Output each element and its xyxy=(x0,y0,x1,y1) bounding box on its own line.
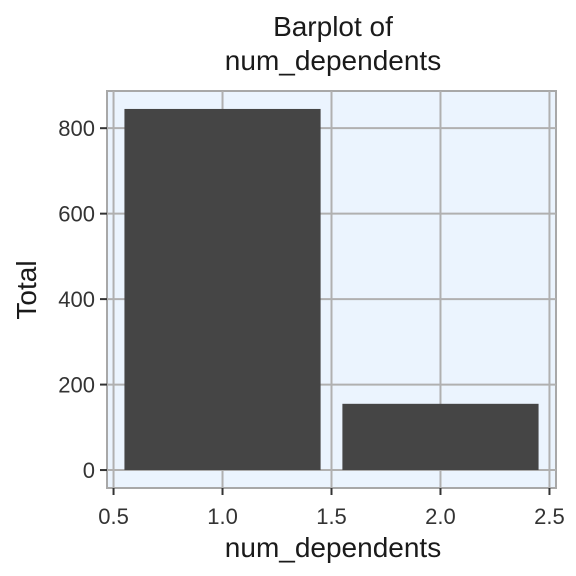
bars xyxy=(124,108,539,471)
x-tick-label-2.5: 2.5 xyxy=(534,504,565,529)
y-axis-title: Total xyxy=(11,260,42,319)
chart-title-line-1: Barplot of xyxy=(273,11,393,42)
x-tick-label-0.5: 0.5 xyxy=(98,504,129,529)
chart-title-line-2: num_dependents xyxy=(225,45,441,76)
x-tick-label-2.0: 2.0 xyxy=(425,504,456,529)
y-tick-label-200: 200 xyxy=(58,373,95,398)
y-axis-ticks: 0 200 400 600 800 xyxy=(58,116,107,483)
x-axis-ticks: 0.5 1.0 1.5 2.0 2.5 xyxy=(98,488,565,529)
x-tick-label-1.0: 1.0 xyxy=(207,504,238,529)
x-tick-label-1.5: 1.5 xyxy=(316,504,347,529)
y-tick-label-0: 0 xyxy=(83,458,95,483)
y-tick-label-400: 400 xyxy=(58,287,95,312)
bar-2 xyxy=(342,403,539,471)
y-tick-label-800: 800 xyxy=(58,116,95,141)
x-axis-title: num_dependents xyxy=(225,532,441,563)
bar-1 xyxy=(124,108,321,471)
y-tick-label-600: 600 xyxy=(58,202,95,227)
